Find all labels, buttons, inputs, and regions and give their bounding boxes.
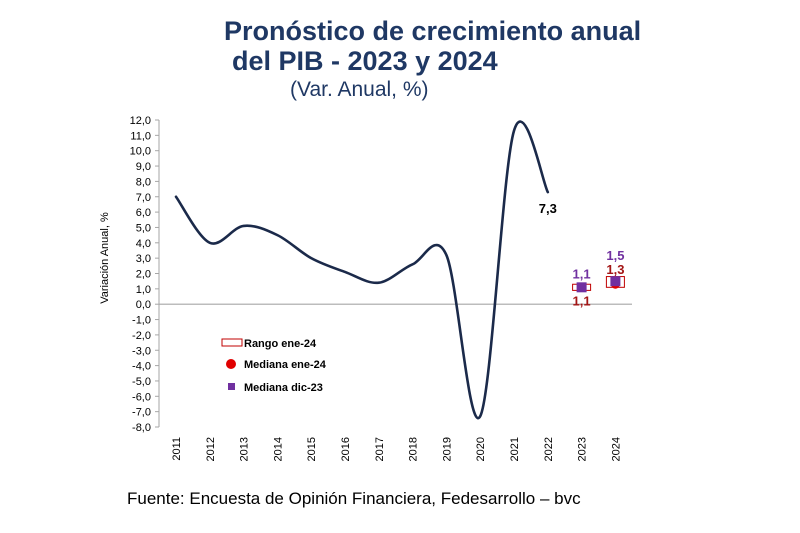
- y-tick-label: -7,0: [132, 407, 151, 419]
- legend-label-range: Rango ene-24: [244, 338, 317, 350]
- x-tick-label: 2018: [408, 437, 420, 461]
- x-tick-label: 2024: [610, 437, 622, 461]
- median-dic23-point: [610, 276, 621, 287]
- chart-title-line2: del PIB - 2023 y 2024: [232, 46, 498, 76]
- x-tick-label: 2023: [577, 437, 589, 461]
- y-tick-label: -5,0: [132, 376, 151, 388]
- y-tick-label: 0,0: [136, 299, 151, 311]
- x-tick-label: 2012: [205, 437, 217, 461]
- chart-title-line1: Pronóstico de crecimiento anual: [224, 16, 642, 46]
- x-tick-label: 2021: [509, 437, 521, 461]
- x-tick-label: 2014: [272, 437, 284, 461]
- line-end-data-label: 7,3: [539, 201, 557, 216]
- gdp-line-series: [174, 120, 550, 420]
- y-tick-label: 12,0: [130, 115, 151, 127]
- legend-range-swatch: [221, 338, 243, 347]
- y-tick-label: -1,0: [132, 315, 151, 327]
- y-axis-label: Variación Anual, %: [99, 212, 111, 304]
- legend-label-median-dic23: Mediana dic-23: [244, 382, 323, 394]
- y-tick-label: 4,0: [136, 238, 151, 250]
- y-tick-label: -6,0: [132, 391, 151, 403]
- x-tick-label: 2020: [475, 437, 487, 461]
- y-tick-label: 9,0: [136, 161, 151, 173]
- legend-label-median-ene24: Mediana ene-24: [244, 359, 327, 371]
- y-tick-label: -2,0: [132, 330, 151, 342]
- x-tick-label: 2017: [374, 437, 386, 461]
- source-note: Fuente: Encuesta de Opinión Financiera, …: [127, 489, 581, 508]
- y-tick-label: 5,0: [136, 222, 151, 234]
- y-tick-label: 7,0: [136, 192, 151, 204]
- y-tick-label: 2,0: [136, 269, 151, 281]
- x-tick-label: 2016: [340, 437, 352, 461]
- y-tick-label: 8,0: [136, 176, 151, 188]
- y-tick-label: -3,0: [132, 345, 151, 357]
- y-tick-label: 1,0: [136, 284, 151, 296]
- median-dic23-data-label: 1,1: [573, 266, 591, 281]
- legend-median-ene24-swatch: [226, 359, 236, 369]
- median-ene24-data-label: 1,3: [606, 262, 624, 277]
- median-dic23-data-label: 1,5: [606, 248, 624, 263]
- y-tick-label: 6,0: [136, 207, 151, 219]
- y-tick-label: 3,0: [136, 253, 151, 265]
- chart-subtitle: (Var. Anual, %): [290, 78, 429, 101]
- y-tick-label: -8,0: [132, 422, 151, 434]
- median-ene24-data-label: 1,1: [573, 293, 591, 308]
- x-tick-label: 2015: [306, 437, 318, 461]
- median-dic23-point: [576, 282, 587, 293]
- y-tick-label: 10,0: [130, 146, 151, 158]
- x-tick-label: 2019: [441, 437, 453, 461]
- x-tick-label: 2013: [239, 437, 251, 461]
- y-tick-label: 11,0: [130, 130, 151, 142]
- y-tick-label: -4,0: [132, 361, 151, 373]
- x-tick-label: 2022: [543, 437, 555, 461]
- x-tick-label: 2011: [171, 437, 183, 461]
- legend-median-dic23-swatch: [228, 383, 235, 390]
